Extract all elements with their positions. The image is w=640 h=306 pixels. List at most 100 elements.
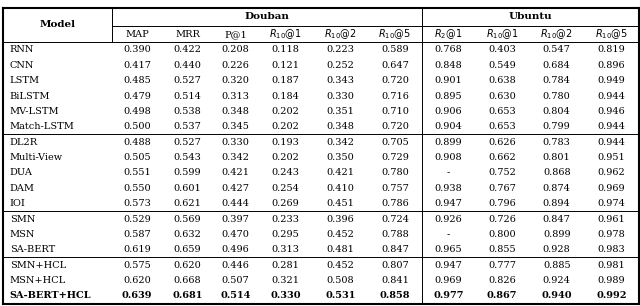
Text: 0.252: 0.252 <box>326 61 354 70</box>
Text: 0.320: 0.320 <box>221 76 250 85</box>
Text: 0.899: 0.899 <box>435 138 462 147</box>
Text: 0.951: 0.951 <box>598 153 625 162</box>
Text: 0.716: 0.716 <box>381 91 409 101</box>
Text: 0.599: 0.599 <box>173 168 202 177</box>
Text: 0.944: 0.944 <box>598 91 625 101</box>
Text: 0.452: 0.452 <box>326 230 354 239</box>
Text: 0.807: 0.807 <box>381 261 409 270</box>
Text: 0.254: 0.254 <box>271 184 300 193</box>
Text: 0.800: 0.800 <box>488 230 516 239</box>
Text: 0.983: 0.983 <box>598 245 625 254</box>
Text: 0.601: 0.601 <box>173 184 202 193</box>
Text: 0.801: 0.801 <box>543 153 571 162</box>
Text: 0.681: 0.681 <box>172 291 203 300</box>
Text: DAM: DAM <box>10 184 35 193</box>
Text: 0.619: 0.619 <box>123 245 151 254</box>
Text: LSTM: LSTM <box>10 76 40 85</box>
Text: 0.313: 0.313 <box>271 245 300 254</box>
Text: 0.527: 0.527 <box>173 138 202 147</box>
Text: 0.479: 0.479 <box>123 91 151 101</box>
Text: 0.784: 0.784 <box>543 76 571 85</box>
Text: 0.421: 0.421 <box>326 168 354 177</box>
Text: 0.202: 0.202 <box>271 122 300 131</box>
Text: 0.118: 0.118 <box>271 45 300 54</box>
Text: 0.508: 0.508 <box>326 276 354 285</box>
Text: 0.295: 0.295 <box>272 230 300 239</box>
Text: 0.906: 0.906 <box>435 107 462 116</box>
Text: 0.187: 0.187 <box>271 76 300 85</box>
Text: CNN: CNN <box>10 61 34 70</box>
Text: Ubuntu: Ubuntu <box>509 12 552 21</box>
Text: 0.647: 0.647 <box>381 61 409 70</box>
Text: 0.926: 0.926 <box>435 215 462 223</box>
Text: 0.527: 0.527 <box>173 76 202 85</box>
Text: $R_{2}@1$: $R_{2}@1$ <box>435 28 463 41</box>
Text: 0.223: 0.223 <box>326 45 354 54</box>
Text: DL2R: DL2R <box>10 138 38 147</box>
Text: 0.653: 0.653 <box>488 122 516 131</box>
Text: -: - <box>447 168 450 177</box>
Text: 0.780: 0.780 <box>543 91 571 101</box>
Text: SA-BERT: SA-BERT <box>10 245 55 254</box>
Text: 0.444: 0.444 <box>221 199 250 208</box>
Text: 0.543: 0.543 <box>173 153 202 162</box>
Text: 0.944: 0.944 <box>598 122 625 131</box>
Text: 0.547: 0.547 <box>543 45 571 54</box>
Text: 0.193: 0.193 <box>271 138 300 147</box>
Text: 0.348: 0.348 <box>221 107 250 116</box>
Text: 0.904: 0.904 <box>435 122 462 131</box>
Text: 0.396: 0.396 <box>326 215 354 223</box>
Text: 0.330: 0.330 <box>326 91 354 101</box>
Text: 0.390: 0.390 <box>123 45 151 54</box>
Text: 0.819: 0.819 <box>598 45 625 54</box>
Text: 0.780: 0.780 <box>381 168 409 177</box>
Text: 0.724: 0.724 <box>381 215 409 223</box>
Text: 0.549: 0.549 <box>488 61 516 70</box>
Text: 0.949: 0.949 <box>598 76 625 85</box>
Text: Multi-View: Multi-View <box>10 153 63 162</box>
Text: 0.768: 0.768 <box>435 45 462 54</box>
Text: SMN+HCL: SMN+HCL <box>10 261 66 270</box>
Text: 0.969: 0.969 <box>598 184 625 193</box>
Text: 0.626: 0.626 <box>488 138 516 147</box>
Text: MRR: MRR <box>175 30 200 39</box>
Text: 0.202: 0.202 <box>271 107 300 116</box>
Text: 0.947: 0.947 <box>435 199 463 208</box>
Text: 0.343: 0.343 <box>326 76 354 85</box>
Text: 0.710: 0.710 <box>381 107 409 116</box>
Text: 0.992: 0.992 <box>596 291 627 300</box>
Text: 0.799: 0.799 <box>543 122 571 131</box>
Text: 0.446: 0.446 <box>221 261 250 270</box>
Text: 0.410: 0.410 <box>326 184 354 193</box>
Text: 0.550: 0.550 <box>124 184 151 193</box>
Text: 0.569: 0.569 <box>173 215 202 223</box>
Text: 0.397: 0.397 <box>221 215 250 223</box>
Text: 0.928: 0.928 <box>543 245 571 254</box>
Text: 0.226: 0.226 <box>221 61 250 70</box>
Text: 0.575: 0.575 <box>123 261 151 270</box>
Text: RNN: RNN <box>10 45 34 54</box>
Text: 0.330: 0.330 <box>270 291 301 300</box>
Text: 0.440: 0.440 <box>173 61 202 70</box>
Text: 0.841: 0.841 <box>381 276 409 285</box>
Text: 0.350: 0.350 <box>326 153 354 162</box>
Text: 0.974: 0.974 <box>598 199 625 208</box>
Text: 0.946: 0.946 <box>598 107 625 116</box>
Text: 0.421: 0.421 <box>221 168 250 177</box>
Text: 0.496: 0.496 <box>221 245 250 254</box>
Text: 0.981: 0.981 <box>598 261 625 270</box>
Text: 0.330: 0.330 <box>221 138 250 147</box>
Text: 0.868: 0.868 <box>543 168 570 177</box>
Text: 0.899: 0.899 <box>543 230 570 239</box>
Text: 0.848: 0.848 <box>435 61 462 70</box>
Text: 0.269: 0.269 <box>272 199 300 208</box>
Text: 0.488: 0.488 <box>123 138 151 147</box>
Text: $R_{10}@1$: $R_{10}@1$ <box>486 28 518 41</box>
Text: 0.351: 0.351 <box>326 107 354 116</box>
Text: 0.505: 0.505 <box>124 153 151 162</box>
Text: 0.684: 0.684 <box>543 61 571 70</box>
Text: 0.720: 0.720 <box>381 122 409 131</box>
Text: Match-LSTM: Match-LSTM <box>10 122 75 131</box>
Text: 0.451: 0.451 <box>326 199 354 208</box>
Text: 0.901: 0.901 <box>435 76 462 85</box>
